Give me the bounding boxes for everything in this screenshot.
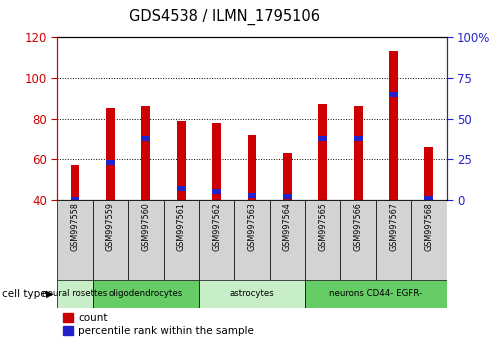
Bar <box>248 193 256 198</box>
Bar <box>305 280 447 308</box>
Text: neural rosettes: neural rosettes <box>42 289 108 298</box>
Bar <box>283 194 292 199</box>
Text: GSM997558: GSM997558 <box>70 202 79 251</box>
Bar <box>128 200 164 280</box>
Text: astrocytes: astrocytes <box>230 289 274 298</box>
Bar <box>199 280 305 308</box>
Text: GSM997568: GSM997568 <box>425 202 434 251</box>
Bar <box>318 104 327 200</box>
Text: GSM997562: GSM997562 <box>212 202 221 251</box>
Text: oligodendrocytes: oligodendrocytes <box>109 289 183 298</box>
Bar <box>411 200 447 280</box>
Bar <box>93 200 128 280</box>
Bar <box>212 123 221 200</box>
Bar <box>283 153 292 200</box>
Bar <box>376 200 411 280</box>
Text: GSM997564: GSM997564 <box>283 202 292 251</box>
Text: neurons CD44- EGFR-: neurons CD44- EGFR- <box>329 289 422 298</box>
Text: GSM997566: GSM997566 <box>354 202 363 251</box>
Bar <box>318 136 327 141</box>
Bar <box>106 160 115 165</box>
Text: GDS4538 / ILMN_1795106: GDS4538 / ILMN_1795106 <box>129 9 320 25</box>
Bar <box>235 200 269 280</box>
Text: GSM997560: GSM997560 <box>141 202 150 251</box>
Bar <box>177 186 186 191</box>
Bar <box>269 200 305 280</box>
Bar <box>177 121 186 200</box>
Bar <box>425 196 433 201</box>
Bar <box>389 92 398 97</box>
Bar <box>71 165 79 200</box>
Bar <box>141 106 150 200</box>
Bar <box>141 136 150 141</box>
Bar <box>248 135 256 200</box>
Text: GSM997561: GSM997561 <box>177 202 186 251</box>
Bar <box>354 136 363 141</box>
Bar <box>71 198 79 202</box>
Bar <box>389 51 398 200</box>
Text: GSM997559: GSM997559 <box>106 202 115 251</box>
Bar <box>354 106 363 200</box>
Text: GSM997563: GSM997563 <box>248 202 256 251</box>
Legend: count, percentile rank within the sample: count, percentile rank within the sample <box>62 313 254 336</box>
Bar <box>57 200 93 280</box>
Bar <box>212 189 221 194</box>
Bar <box>57 280 93 308</box>
Bar <box>164 200 199 280</box>
Bar <box>199 200 235 280</box>
Bar <box>106 108 115 200</box>
Text: GSM997565: GSM997565 <box>318 202 327 251</box>
Bar <box>340 200 376 280</box>
Text: cell type: cell type <box>2 289 47 299</box>
Text: GSM997567: GSM997567 <box>389 202 398 251</box>
Bar <box>425 147 433 200</box>
Bar <box>305 200 340 280</box>
Bar <box>93 280 199 308</box>
Text: ▶: ▶ <box>46 289 53 299</box>
